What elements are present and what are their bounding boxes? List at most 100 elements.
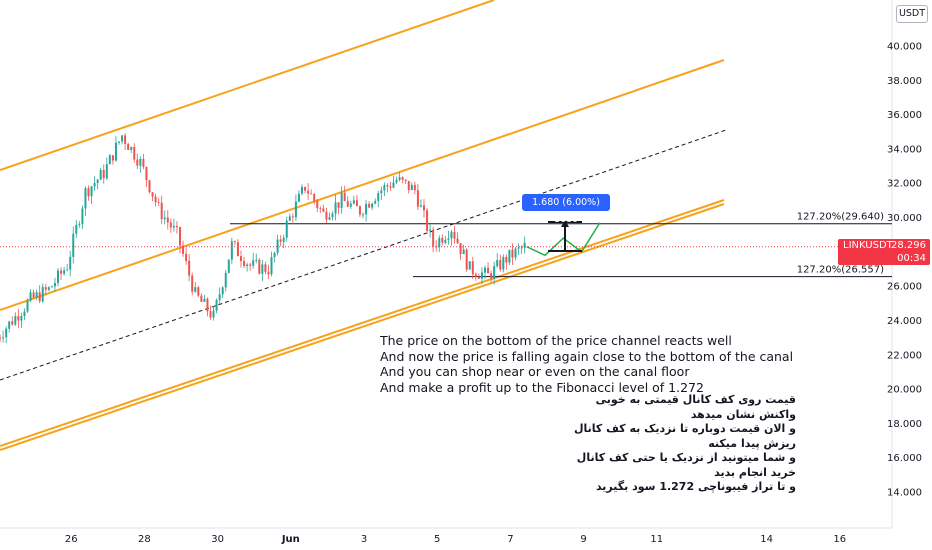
candle-body[interactable]: [282, 237, 285, 242]
candle-body[interactable]: [57, 270, 59, 283]
candle-body[interactable]: [81, 208, 84, 224]
candle-body[interactable]: [291, 216, 294, 218]
candle-body[interactable]: [432, 229, 435, 247]
candle-body[interactable]: [72, 233, 75, 257]
candle-body[interactable]: [221, 287, 224, 295]
candle-body[interactable]: [285, 220, 288, 238]
candle-body[interactable]: [5, 328, 8, 338]
candle-body[interactable]: [243, 261, 246, 266]
candle-body[interactable]: [11, 321, 14, 325]
candle-body[interactable]: [389, 186, 392, 188]
candle-body[interactable]: [218, 294, 221, 300]
candle-body[interactable]: [358, 206, 361, 215]
candle-body[interactable]: [38, 292, 41, 302]
candle-body[interactable]: [29, 292, 32, 301]
candle-body[interactable]: [163, 217, 166, 220]
candle-body[interactable]: [395, 179, 398, 183]
candle-body[interactable]: [313, 194, 316, 201]
candle-body[interactable]: [456, 238, 459, 244]
candle-body[interactable]: [133, 147, 136, 160]
candle-body[interactable]: [484, 267, 486, 273]
candle-body[interactable]: [182, 245, 185, 254]
price-channel[interactable]: [0, 0, 727, 451]
candle-body[interactable]: [0, 337, 2, 339]
candle-body[interactable]: [102, 169, 105, 179]
candle-body[interactable]: [487, 267, 490, 274]
candle-body[interactable]: [233, 241, 236, 243]
candle-body[interactable]: [121, 135, 124, 142]
candle-body[interactable]: [419, 205, 422, 207]
candle-body[interactable]: [212, 310, 215, 318]
candle-body[interactable]: [41, 287, 44, 302]
candle-body[interactable]: [105, 164, 108, 179]
candle-body[interactable]: [459, 243, 462, 255]
projection-path[interactable]: [526, 222, 601, 257]
candle-body[interactable]: [505, 256, 508, 263]
analysis-note-english[interactable]: The price on the bottom of the price cha…: [380, 333, 793, 395]
candle-body[interactable]: [462, 249, 465, 255]
candle-body[interactable]: [490, 273, 493, 279]
candle-body[interactable]: [368, 203, 371, 208]
candle-body[interactable]: [108, 155, 111, 165]
candle-body[interactable]: [230, 241, 233, 260]
candle-body[interactable]: [365, 203, 368, 215]
candle-body[interactable]: [166, 217, 169, 223]
candle-body[interactable]: [517, 247, 520, 249]
candle-body[interactable]: [410, 184, 413, 190]
candle-body[interactable]: [371, 203, 374, 208]
candle-body[interactable]: [87, 188, 90, 197]
candle-body[interactable]: [142, 158, 145, 168]
candle-body[interactable]: [343, 192, 346, 202]
candle-body[interactable]: [206, 298, 209, 312]
candle-body[interactable]: [352, 200, 355, 204]
candle-body[interactable]: [374, 200, 377, 204]
candle-body[interactable]: [14, 316, 17, 325]
candle-body[interactable]: [200, 295, 203, 302]
candle-body[interactable]: [279, 239, 282, 242]
candle-body[interactable]: [17, 316, 20, 321]
candle-body[interactable]: [496, 260, 499, 267]
candle-body[interactable]: [297, 193, 300, 202]
candle-body[interactable]: [435, 246, 438, 248]
candle-body[interactable]: [520, 247, 523, 249]
candle-body[interactable]: [75, 224, 78, 234]
candle-body[interactable]: [474, 274, 477, 278]
candle-body[interactable]: [66, 269, 69, 271]
candle-body[interactable]: [328, 217, 331, 220]
candle-body[interactable]: [99, 169, 102, 180]
candle-body[interactable]: [50, 286, 53, 288]
candle-body[interactable]: [252, 260, 255, 266]
candle-body[interactable]: [26, 300, 29, 312]
candle-body[interactable]: [157, 202, 160, 203]
candle-body[interactable]: [340, 192, 343, 208]
candle-body[interactable]: [288, 216, 291, 221]
candle-body[interactable]: [224, 272, 227, 288]
candle-body[interactable]: [60, 270, 63, 274]
candle-body[interactable]: [236, 242, 239, 257]
candle-body[interactable]: [84, 188, 87, 209]
candle-body[interactable]: [423, 205, 425, 211]
candle-body[interactable]: [215, 299, 218, 311]
candle-body[interactable]: [319, 207, 322, 209]
candle-body[interactable]: [441, 237, 444, 243]
candle-body[interactable]: [325, 211, 328, 220]
candle-body[interactable]: [127, 143, 130, 150]
candle-body[interactable]: [413, 184, 416, 191]
candle-body[interactable]: [380, 190, 383, 194]
channel-upper-line[interactable]: [0, 0, 495, 171]
candle-body[interactable]: [240, 256, 242, 262]
channel-lower-line-a[interactable]: [0, 199, 725, 447]
candle-body[interactable]: [130, 147, 133, 150]
candle-body[interactable]: [349, 203, 352, 207]
candle-body[interactable]: [179, 227, 181, 246]
channel-middle-line[interactable]: [0, 59, 725, 311]
candle-body[interactable]: [404, 179, 407, 181]
candle-body[interactable]: [249, 264, 252, 266]
candle-body[interactable]: [169, 222, 172, 228]
candle-body[interactable]: [172, 225, 175, 228]
candle-body[interactable]: [267, 271, 270, 275]
candle-body[interactable]: [194, 287, 197, 292]
candle-body[interactable]: [160, 202, 163, 220]
candle-body[interactable]: [93, 183, 96, 187]
